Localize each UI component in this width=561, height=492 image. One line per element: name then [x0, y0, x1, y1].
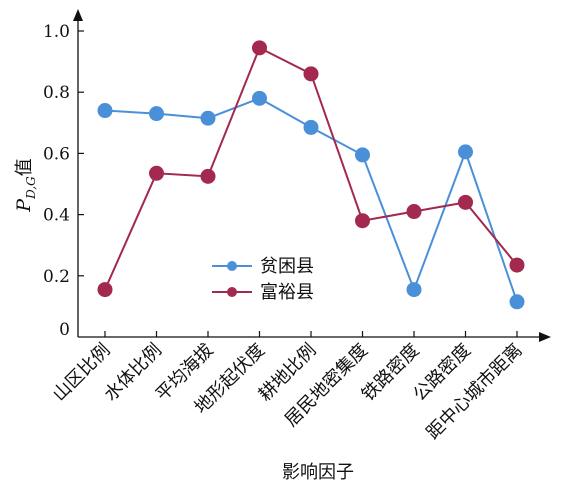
- axes: [73, 9, 551, 342]
- y-tick-label: 0.2: [43, 267, 70, 287]
- data-point: [200, 110, 216, 126]
- legend-item: 富裕县: [212, 282, 314, 303]
- legend-marker: [227, 287, 237, 297]
- x-axis-arrow: [539, 332, 551, 342]
- y-tick-label: 0: [59, 320, 70, 340]
- legend-label: 富裕县: [260, 282, 314, 303]
- data-point: [406, 204, 422, 220]
- data-point: [97, 103, 113, 119]
- data-point: [252, 40, 267, 56]
- y-tick-label: 0.6: [43, 144, 70, 164]
- y-tick-label: 1.0: [43, 22, 70, 42]
- series-layer: [97, 40, 525, 310]
- legend-item: 贫困县: [212, 256, 314, 277]
- data-point: [355, 213, 370, 229]
- data-point: [149, 165, 164, 181]
- data-point: [303, 66, 319, 82]
- series-2: [97, 40, 525, 298]
- data-point: [509, 257, 525, 273]
- y-axis-arrow: [73, 9, 83, 21]
- x-ticks: 山区比例水体比例平均海拔地形起伏度耕地比例居民地密集度铁路密度公路密度距中心城市…: [49, 331, 527, 444]
- data-point: [406, 282, 422, 298]
- data-point: [458, 194, 473, 210]
- series-line: [104, 46, 518, 290]
- legend-marker: [227, 261, 237, 271]
- data-point: [200, 168, 216, 184]
- data-point: [509, 294, 525, 310]
- data-point: [149, 106, 164, 122]
- data-point: [97, 282, 113, 298]
- legend-label: 贫困县: [260, 256, 314, 277]
- data-point: [303, 119, 319, 135]
- x-axis-title: 影响因子: [282, 462, 354, 483]
- data-point: [252, 90, 267, 106]
- x-tick-label: 距中心城市距离: [423, 340, 527, 444]
- data-point: [458, 144, 473, 160]
- data-point: [355, 147, 370, 163]
- y-tick-label: 0.4: [43, 206, 70, 226]
- y-ticks: 0 0.2 0.4 0.6 0.8 1.0: [43, 22, 84, 340]
- y-tick-label: 0.8: [43, 83, 70, 103]
- y-axis-title: PD,G值: [13, 158, 38, 212]
- series-1: [97, 90, 525, 310]
